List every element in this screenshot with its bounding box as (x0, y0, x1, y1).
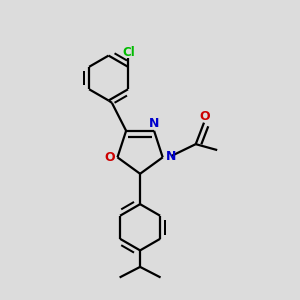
Text: N: N (149, 117, 159, 130)
Text: N: N (166, 149, 176, 163)
Text: Cl: Cl (123, 46, 135, 59)
Text: O: O (104, 151, 115, 164)
Text: O: O (200, 110, 210, 123)
